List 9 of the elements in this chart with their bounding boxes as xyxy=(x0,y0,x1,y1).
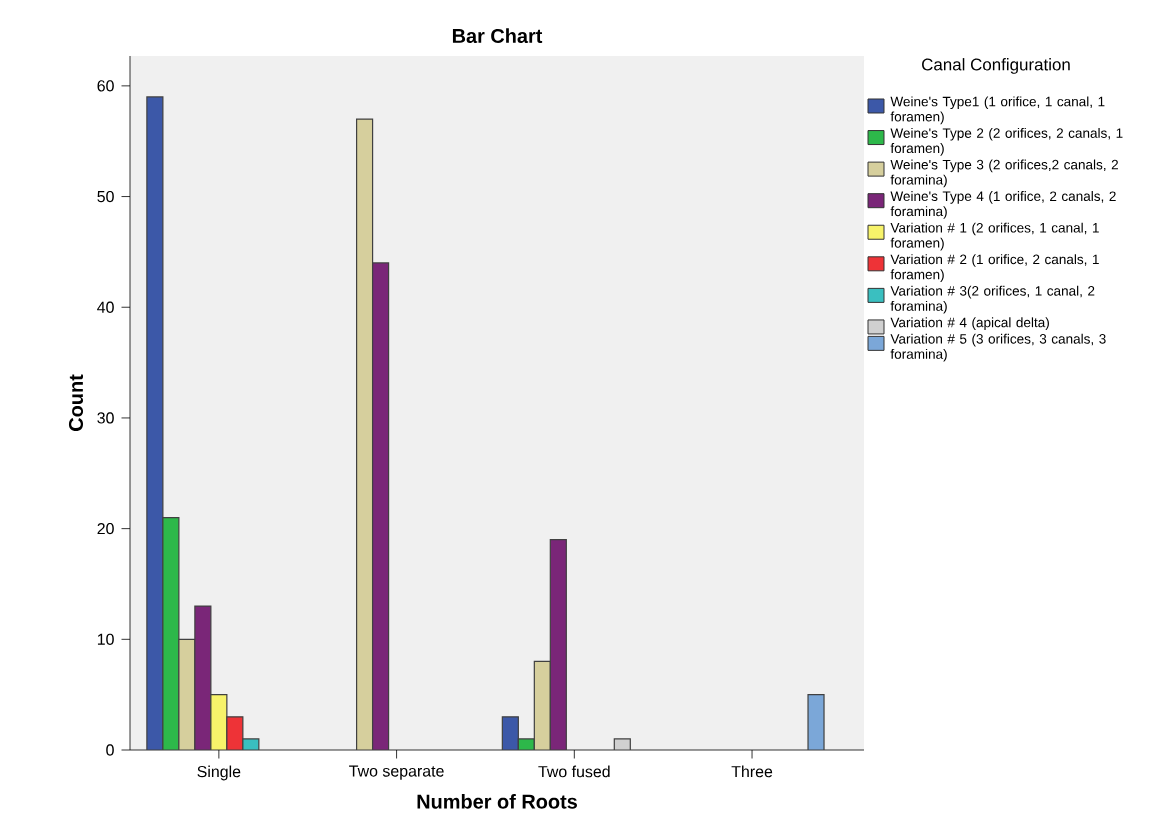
bar xyxy=(549,539,567,750)
chart-title: Bar Chart xyxy=(452,28,543,43)
bar xyxy=(533,660,551,750)
legend-title: Canal Configuration xyxy=(922,58,1070,74)
bar xyxy=(371,262,390,750)
y-axis-title: Count xyxy=(68,374,84,431)
bar xyxy=(501,716,519,750)
bar xyxy=(356,118,374,750)
x-axis-title: Number of Roots xyxy=(417,794,577,809)
